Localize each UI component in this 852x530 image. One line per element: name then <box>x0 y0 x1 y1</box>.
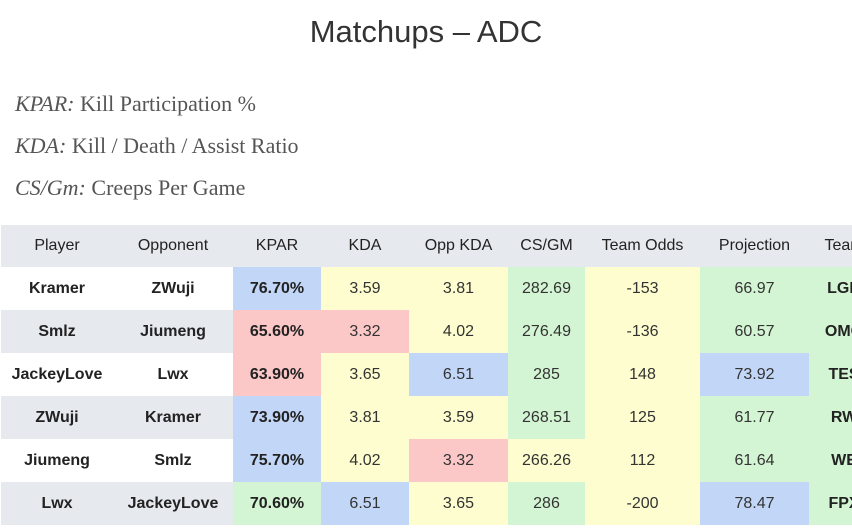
player-cell: Smlz <box>38 322 76 340</box>
definition-kda: KDA: Kill / Death / Assist Ratio <box>15 130 299 172</box>
opp-kda-cell: 3.59 <box>409 396 508 439</box>
header-opponent[interactable]: Opponent <box>137 237 209 254</box>
cs-gm-cell: 266.26 <box>508 439 585 482</box>
player-cell: Lwx <box>41 494 73 512</box>
table-row: Smlz Jiumeng 65.60% 3.32 4.02 276.49 -136 60.57… <box>1 310 852 353</box>
opponent-cell: Lwx <box>157 365 189 383</box>
header-opp-kda[interactable]: Opp KDA <box>424 237 493 254</box>
projection-cell: 73.92 <box>700 353 809 396</box>
opp-kda-cell: 6.51 <box>409 353 508 396</box>
team-cell: WE <box>809 439 852 482</box>
kda-cell: 6.51 <box>321 482 409 525</box>
cs-gm-cell: 268.51 <box>508 396 585 439</box>
definition-cs-gm: CS/Gm: Creeps Per Game <box>15 172 299 214</box>
opp-kda-cell: 3.81 <box>409 267 508 310</box>
definition-abbr: CS/Gm: <box>15 175 86 200</box>
opp-kda-cell: 3.65 <box>409 482 508 525</box>
kpar-cell: 75.70% <box>233 439 321 482</box>
cs-gm-cell: 285 <box>508 353 585 396</box>
opponent-cell: Jiumeng <box>140 322 206 340</box>
team-odds-cell: -153 <box>585 267 700 310</box>
kda-cell: 3.59 <box>321 267 409 310</box>
header-cs-gm[interactable]: CS/GM <box>520 237 573 254</box>
kda-cell: 3.32 <box>321 310 409 353</box>
team-odds-cell: 112 <box>585 439 700 482</box>
team-cell: FPX <box>809 482 852 525</box>
projection-cell: 61.77 <box>700 396 809 439</box>
table-row: Lwx JackeyLove 70.60% 6.51 3.65 286 -200 78.47 F… <box>1 482 852 525</box>
player-cell: ZWuji <box>35 408 79 426</box>
kpar-cell: 76.70% <box>233 267 321 310</box>
team-odds-cell: 148 <box>585 353 700 396</box>
player-cell: JackeyLove <box>11 365 103 383</box>
kda-cell: 3.65 <box>321 353 409 396</box>
definition-text: Kill Participation % <box>79 91 256 116</box>
opponent-cell: Kramer <box>144 408 202 426</box>
team-cell: OMG <box>809 310 852 353</box>
opponent-cell: Smlz <box>154 451 192 469</box>
player-cell: Jiumeng <box>24 451 90 469</box>
team-odds-cell: -136 <box>585 310 700 353</box>
team-odds-cell: 125 <box>585 396 700 439</box>
header-player[interactable]: Player <box>34 237 80 254</box>
definition-text: Kill / Death / Assist Ratio <box>71 133 299 158</box>
header-kda[interactable]: KDA <box>348 237 382 254</box>
table-row: ZWuji Kramer 73.90% 3.81 3.59 268.51 125 61.77 R… <box>1 396 852 439</box>
opponent-cell: JackeyLove <box>127 494 219 512</box>
cs-gm-cell: 286 <box>508 482 585 525</box>
projection-cell: 60.57 <box>700 310 809 353</box>
team-odds-cell: -200 <box>585 482 700 525</box>
player-cell: Kramer <box>28 279 86 297</box>
projection-cell: 61.64 <box>700 439 809 482</box>
table-row: Jiumeng Smlz 75.70% 4.02 3.32 266.26 112 61.64 W… <box>1 439 852 482</box>
page-title: Matchups – ADC <box>309 14 543 49</box>
kpar-cell: 70.60% <box>233 482 321 525</box>
table-header-row: Player Opponent KPAR KDA Opp KDA CS/GM T… <box>1 225 852 267</box>
team-cell: RW <box>809 396 852 439</box>
header-team-odds[interactable]: Team Odds <box>601 237 684 254</box>
definition-kpar: KPAR: Kill Participation % <box>15 88 299 130</box>
cs-gm-cell: 282.69 <box>508 267 585 310</box>
table-row: JackeyLove Lwx 63.90% 3.65 6.51 285 148 73.92 TE… <box>1 353 852 396</box>
projection-cell: 78.47 <box>700 482 809 525</box>
definition-abbr: KPAR: <box>15 91 75 116</box>
kpar-cell: 73.90% <box>233 396 321 439</box>
header-team[interactable]: Team <box>824 237 852 254</box>
opp-kda-cell: 4.02 <box>409 310 508 353</box>
table-row: Kramer ZWuji 76.70% 3.59 3.81 282.69 -153 66.97… <box>1 267 852 310</box>
kda-cell: 4.02 <box>321 439 409 482</box>
definition-text: Creeps Per Game <box>91 175 246 200</box>
matchups-table: Player Opponent KPAR KDA Opp KDA CS/GM T… <box>1 225 852 525</box>
header-kpar[interactable]: KPAR <box>255 237 299 254</box>
team-cell: LGD <box>809 267 852 310</box>
projection-cell: 66.97 <box>700 267 809 310</box>
team-cell: TES <box>809 353 852 396</box>
opponent-cell: ZWuji <box>151 279 195 297</box>
opp-kda-cell: 3.32 <box>409 439 508 482</box>
cs-gm-cell: 276.49 <box>508 310 585 353</box>
kpar-cell: 65.60% <box>233 310 321 353</box>
definition-abbr: KDA: <box>15 133 67 158</box>
kpar-cell: 63.90% <box>233 353 321 396</box>
definitions-list: KPAR: Kill Participation % KDA: Kill / D… <box>15 88 299 214</box>
header-projection[interactable]: Projection <box>718 237 791 254</box>
kda-cell: 3.81 <box>321 396 409 439</box>
